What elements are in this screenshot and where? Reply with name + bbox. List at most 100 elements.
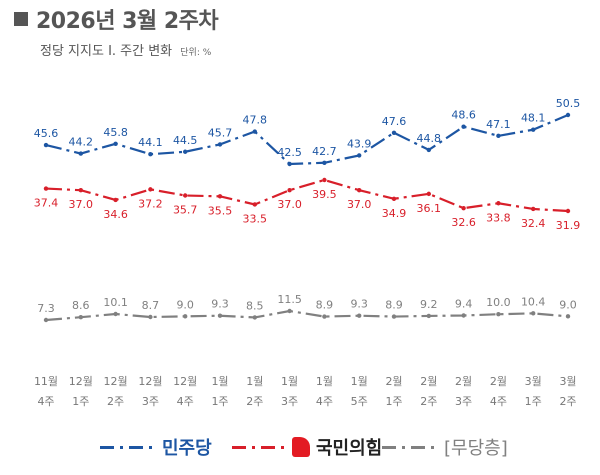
data-point [531,127,536,132]
legend-item-independent: [무당층] [382,434,508,460]
data-point [322,177,327,183]
data-point [113,311,118,317]
data-label: 10.1 [103,296,128,309]
data-label: 10.0 [486,296,511,309]
legend-label-ppp: 국민의힘 [316,438,383,459]
data-point [287,308,292,314]
legend-item-ppp: 국민의힘 [232,434,382,460]
data-point [391,314,397,319]
data-label: 42.5 [277,146,302,159]
data-point [113,197,118,203]
ppp-logo-icon [292,437,310,457]
data-point [183,193,188,198]
data-point [565,314,571,319]
x-tick-label-month: 2월 [490,375,507,388]
x-tick-label-month: 2월 [455,375,472,388]
data-point [565,208,571,214]
data-point [252,315,257,320]
subtitle-row: 정당 지지도 Ⅰ. 주간 변화 단위: % [40,40,211,59]
data-point [217,142,223,147]
data-point [322,314,327,319]
data-label: 48.1 [521,112,546,125]
data-point [461,313,466,318]
data-label: 37.0 [69,198,94,211]
legend-item-democratic: 민주당 [100,434,212,460]
x-tick-label-month: 1월 [281,375,298,388]
data-label: 33.8 [486,211,511,224]
data-label: 44.1 [138,136,163,149]
x-tick-label-week: 4주 [37,395,54,408]
data-label: 37.0 [347,198,372,211]
data-point [496,312,501,317]
legend-line-icon [232,446,288,449]
data-label: 48.6 [451,109,476,122]
data-point [43,317,49,323]
data-label: 9.3 [211,298,229,311]
line-chart: 45.6 44.2 45.8 44.1 44.5 45.7 47.8 42.5 42.7 43.9… [34,97,581,408]
data-point [322,160,327,165]
data-point [496,133,501,139]
data-label: 8.7 [142,299,160,312]
data-point [113,141,118,146]
data-label: 35.7 [173,204,198,217]
x-tick-label-week: 3주 [142,395,159,408]
data-point [426,191,431,197]
x-tick-label-month: 12월 [104,375,128,388]
x-tick-label-month: 12월 [69,375,93,388]
data-label: 37.2 [138,197,163,210]
data-point [391,196,397,201]
x-tick-label-month: 12월 [173,375,197,388]
x-tick-label-month: 2월 [420,375,437,388]
data-point [531,206,536,212]
data-label: 9.2 [420,298,438,311]
data-point [148,152,153,157]
x-tick-label-month: 1월 [351,375,368,388]
data-label: 11.5 [277,293,302,306]
data-label: 45.8 [103,126,128,139]
data-point [531,311,536,316]
data-label: 9.0 [559,298,577,311]
data-label: 33.5 [243,212,268,225]
data-label: 44.2 [69,136,94,149]
data-label: 9.3 [350,298,368,311]
x-tick-label-week: 1주 [211,395,228,408]
data-point [217,194,223,199]
data-label: 44.5 [173,134,198,147]
data-label: 8.6 [72,299,90,312]
data-point [357,313,362,318]
data-label: 44.8 [417,132,442,145]
series-line-2 [45,309,569,322]
data-point [357,153,362,158]
data-label: 34.9 [382,207,407,220]
x-tick-label-month: 1월 [246,375,263,388]
data-label: 32.6 [451,216,476,229]
x-tick-label-week: 4주 [177,395,194,408]
x-tick-label-week: 2주 [559,395,576,408]
legend-label-democratic: 민주당 [162,438,212,459]
data-label: 37.0 [277,198,302,211]
x-tick-label-week: 2주 [246,395,263,408]
data-label: 47.8 [243,114,268,127]
chart-subtitle: 정당 지지도 Ⅰ. 주간 변화 [40,44,173,59]
data-label: 10.4 [521,295,546,308]
data-label: 8.9 [385,299,403,312]
x-tick-label-month: 3월 [559,375,576,388]
data-point [357,187,362,193]
x-tick-label-month: 12월 [138,375,162,388]
data-label: 31.9 [556,219,581,232]
data-label: 9.0 [176,298,194,311]
data-point [461,124,466,129]
data-label: 37.4 [34,197,59,210]
chart-title: 2026년 3월 2주차 [36,9,219,34]
x-tick-label-week: 4주 [490,395,507,408]
data-label: 8.5 [246,299,264,312]
data-point [287,187,292,193]
data-point [183,149,188,154]
x-tick-label-month: 3월 [525,375,542,388]
x-tick-label-week: 4주 [316,395,333,408]
data-point [43,142,49,148]
data-point [252,129,257,134]
data-label: 45.7 [208,126,233,139]
data-point [78,315,84,320]
data-point [252,202,257,207]
